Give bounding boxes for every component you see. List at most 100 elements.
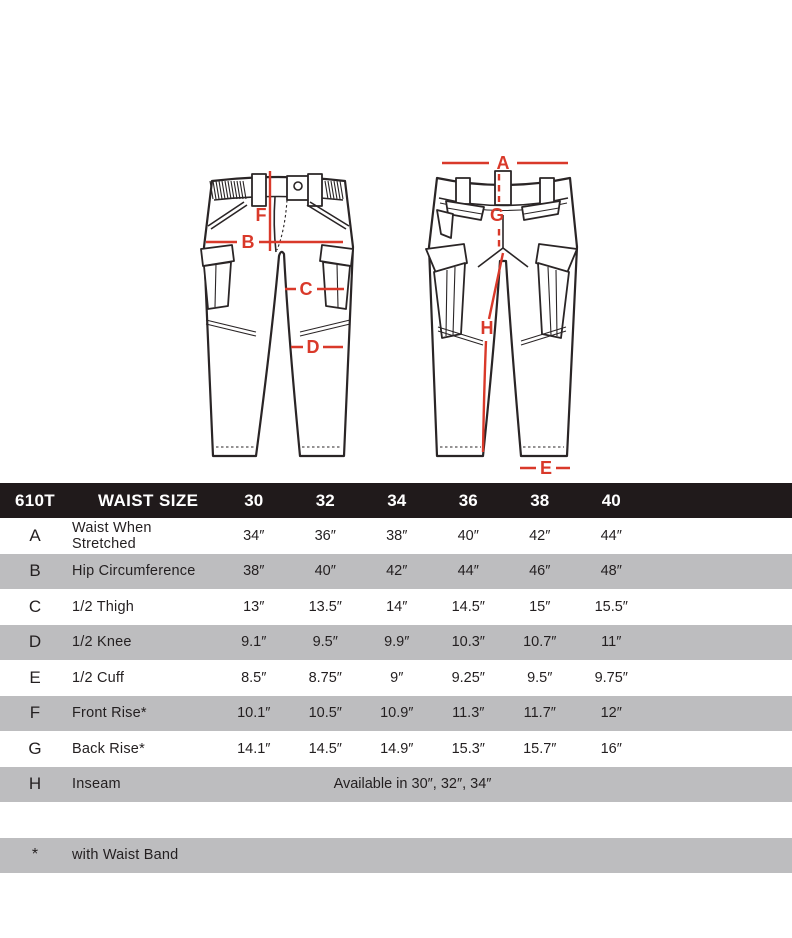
table-row: G Back Rise* 14.1″ 14.5″ 14.9″ 15.3″ 15.7″ 16″ <box>0 731 792 767</box>
row-label: 1/2 Cuff <box>72 669 125 686</box>
front-cargo-pocket-left <box>203 261 232 310</box>
row-letter: D <box>28 632 42 652</box>
front-belt-loop-right <box>307 173 323 207</box>
front-pocket-left <box>207 201 248 230</box>
measurement-value: 15.7″ <box>523 740 557 757</box>
row-label: 1/2 Thigh <box>72 598 134 615</box>
row-letter: B <box>29 561 41 581</box>
front-knee-seam-right <box>299 319 351 337</box>
measurement-value: 12″ <box>600 705 622 722</box>
size-table-rows: A Waist When Stretched 34″ 36″ 38″ 40″ 42″ 44″ B… <box>0 518 792 767</box>
measurement-value: 44″ <box>600 527 622 544</box>
measurement-value: 11″ <box>601 634 622 651</box>
measurement-value: 40″ <box>314 563 336 580</box>
measurement-value: 14″ <box>386 598 408 615</box>
measure-letter-D: D <box>307 337 320 357</box>
measurement-value: 42″ <box>386 563 408 580</box>
front-fly-seam <box>273 196 277 253</box>
front-fly-stitch <box>276 199 288 251</box>
measurement-value: 44″ <box>457 563 479 580</box>
measurement-value: 10.3″ <box>451 634 485 651</box>
measure-letter-F: F <box>256 205 267 225</box>
measure-cuff-E: E <box>520 458 570 478</box>
row-label: Front Rise* <box>72 705 147 722</box>
measure-thigh-C: C <box>285 279 344 299</box>
measurement-value: 36″ <box>314 527 336 544</box>
measurement-value: 11.3″ <box>452 705 485 722</box>
size-table-header: 610T WAIST SIZE 30 32 34 36 38 40 <box>0 483 792 518</box>
back-utility-pocket-left <box>436 209 454 239</box>
front-elastic-hatch-left <box>209 180 247 200</box>
measure-waist-A: A <box>442 153 568 173</box>
table-spacer-row <box>0 802 792 838</box>
back-pocket-left <box>445 200 485 221</box>
row-letter: C <box>28 596 42 616</box>
measurement-value: 10.1″ <box>237 705 271 722</box>
measurement-value: 9.5″ <box>312 634 338 651</box>
measurement-value: 14.5″ <box>308 740 342 757</box>
measure-front-rise-F: F <box>256 171 272 251</box>
front-cargo-crease-left <box>214 263 217 308</box>
measurement-value: 14.9″ <box>380 740 414 757</box>
measure-letter-C: C <box>300 279 313 299</box>
back-pocket-left-stitch <box>446 207 483 215</box>
table-row: B Hip Circumference 38″ 40″ 42″ 44″ 46″ 48″ <box>0 553 792 589</box>
pants-back-view <box>425 170 579 458</box>
measure-letter-G: G <box>490 205 504 225</box>
measurement-value: 11.7″ <box>523 705 556 722</box>
footnote-label: with Waist Band <box>72 847 179 864</box>
measurement-value: 13″ <box>243 598 265 615</box>
back-cargo-creases-left <box>445 266 456 337</box>
measure-inseam-H: H <box>481 252 505 453</box>
row-label: Hip Circumference <box>72 563 196 580</box>
row-label: Waist When Stretched <box>72 519 152 552</box>
front-pocket-right <box>306 201 350 230</box>
measurement-value: 40″ <box>457 527 479 544</box>
measure-knee-D: D <box>291 337 343 357</box>
front-cargo-flap-right <box>319 244 354 267</box>
measurement-value: 9.75″ <box>594 669 628 686</box>
measurement-value: 38″ <box>386 527 408 544</box>
measurement-value: 15.3″ <box>451 740 485 757</box>
measurement-value: 15.5″ <box>594 598 628 615</box>
row-label: 1/2 Knee <box>72 634 132 651</box>
measure-letter-A: A <box>497 153 510 173</box>
size-column-header: 34 <box>387 490 407 510</box>
size-column-header: 32 <box>315 490 335 510</box>
pants-measurement-diagram: F B C D <box>200 153 579 478</box>
measurement-value: 9.1″ <box>241 634 267 651</box>
measurement-value: 10.9″ <box>380 705 414 722</box>
back-knee-seam-left <box>437 326 484 346</box>
row-letter: E <box>29 667 41 687</box>
measurement-value: 34″ <box>243 527 265 544</box>
front-elastic-hatch-right <box>324 180 344 200</box>
size-column-header: 38 <box>530 490 550 510</box>
table-footnote-row: * with Waist Band <box>0 837 792 873</box>
measure-letter-B: B <box>242 232 255 252</box>
size-column-header: 36 <box>458 490 478 510</box>
measurement-value: 16″ <box>600 740 622 757</box>
row-letter: A <box>29 525 41 545</box>
measurement-value: 8.75″ <box>308 669 342 686</box>
row-label: Inseam <box>72 776 121 793</box>
table-row-inseam: H Inseam Available in 30″, 32″, 34″ <box>0 766 792 802</box>
front-belt-loop-left <box>251 173 267 207</box>
front-cargo-flap-left <box>200 244 235 267</box>
measure-letter-H: H <box>481 318 494 338</box>
pants-front-view <box>200 173 355 458</box>
measurement-value: 9″ <box>390 669 404 686</box>
row-letter: H <box>28 774 42 794</box>
front-cargo-crease-right <box>336 263 339 308</box>
size-column-header: 40 <box>601 490 621 510</box>
measurement-value: 48″ <box>600 563 622 580</box>
front-button <box>293 181 303 191</box>
measure-back-rise-G: G <box>490 174 504 247</box>
back-pocket-right-stitch <box>523 207 560 215</box>
front-knee-seam-left <box>205 319 257 337</box>
row-letter: F <box>29 703 41 723</box>
back-knee-seam-right <box>520 326 567 346</box>
back-crotch-chevron <box>477 247 529 268</box>
size-table: 610T WAIST SIZE 30 32 34 36 38 40 A Waist When… <box>0 483 792 873</box>
measurement-value: 8.5″ <box>241 669 267 686</box>
measurement-value: 14.5″ <box>451 598 485 615</box>
